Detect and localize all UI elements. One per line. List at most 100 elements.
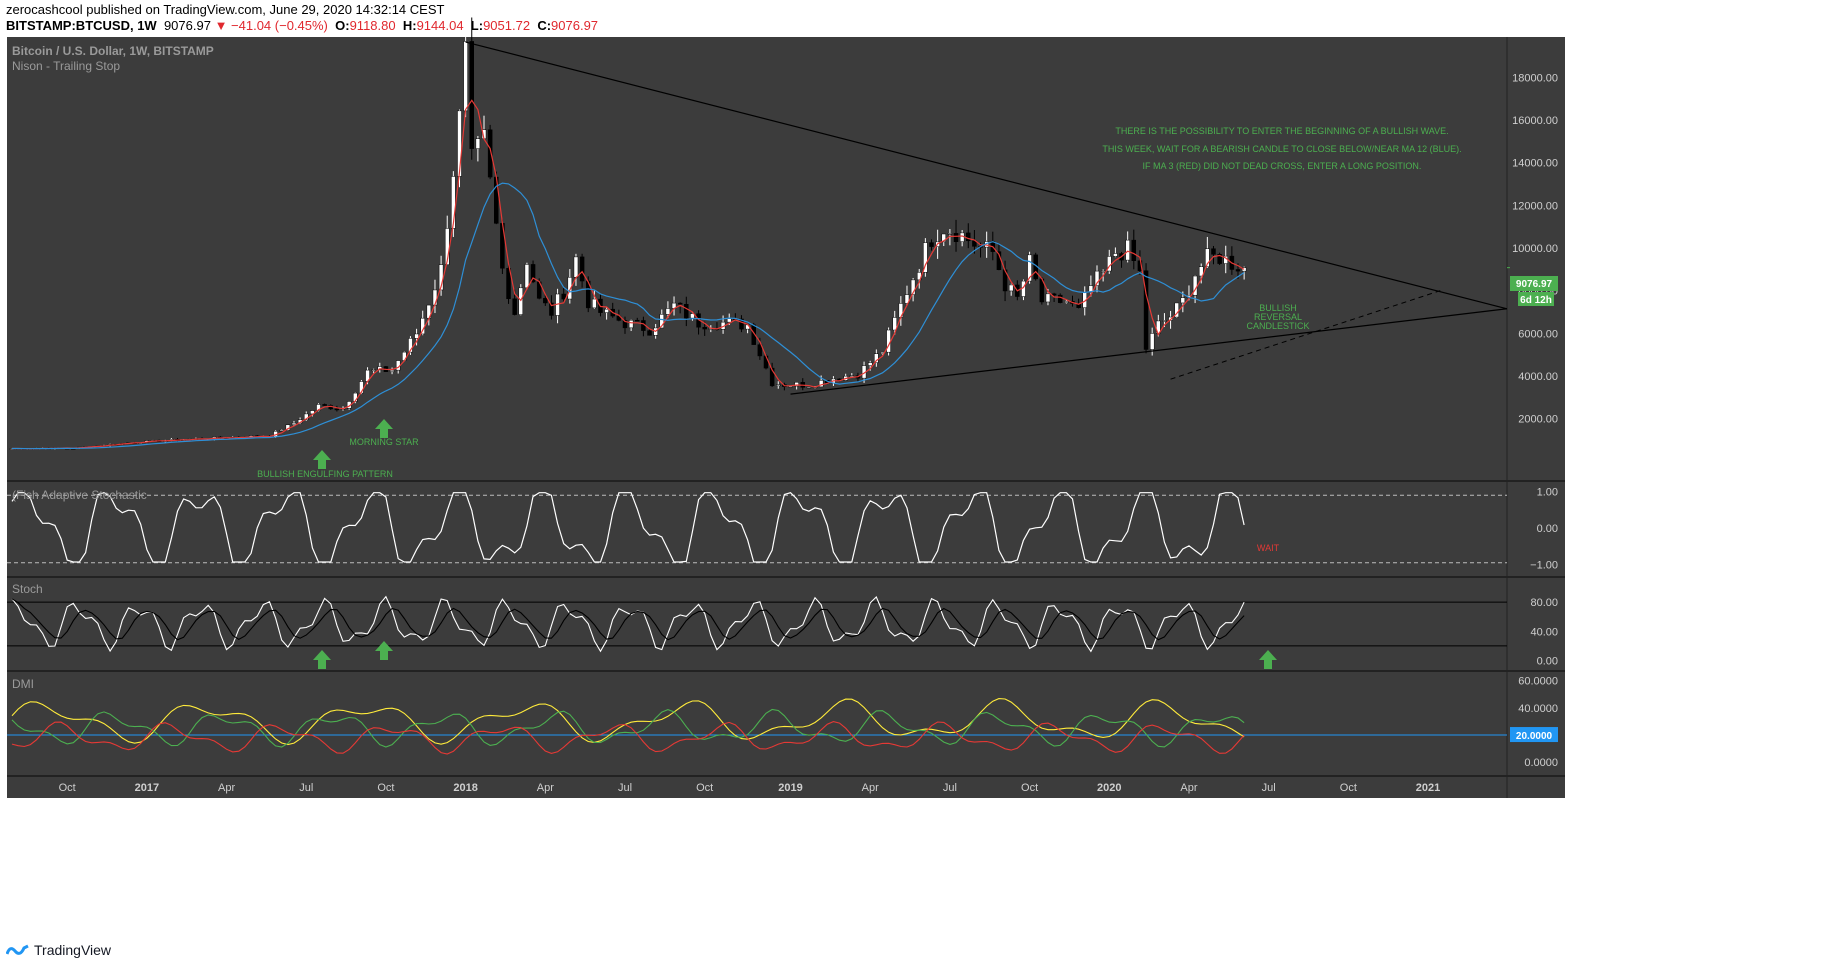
countdown-badge	[1518, 292, 1554, 306]
dashed-trendline	[1170, 290, 1441, 380]
candle-body	[849, 375, 855, 377]
candle-body	[334, 408, 340, 411]
up-arrow-icon	[313, 650, 331, 669]
time-axis-label: Oct	[1021, 782, 1038, 794]
time-axis-label: Apr	[218, 782, 235, 794]
candle-body	[604, 308, 609, 313]
high-key: H:	[402, 18, 417, 33]
candle-body	[684, 303, 689, 319]
time-axis-label: Jul	[618, 782, 632, 794]
candle-body	[1131, 239, 1137, 261]
high-value: 9144.04	[416, 18, 464, 33]
candle-body	[371, 369, 376, 372]
candle-body	[1076, 303, 1081, 308]
candle-body	[867, 362, 873, 366]
fish-title: (Fish Adaptive Stochastic	[12, 488, 147, 502]
candle-body	[377, 366, 383, 371]
last-price-label: 9076.97	[1516, 279, 1553, 290]
candle-body	[1174, 302, 1179, 318]
candle-body	[923, 242, 928, 273]
chart-area[interactable]: Oct 2017 Apr Jul Oct 2018 Apr Jul Oct 2019 Apr Jul O…	[0, 0, 1828, 940]
close-value: 9076.97	[551, 18, 599, 33]
fish-line	[11, 492, 1245, 563]
candle-body	[487, 129, 493, 178]
candle-body	[806, 386, 812, 389]
candle-body	[1211, 248, 1216, 255]
candle-body	[1241, 267, 1247, 272]
indicator-title: Nison - Trailing Stop	[12, 59, 120, 73]
candle-body	[316, 404, 321, 411]
footer-brand-label: TradingView	[34, 942, 112, 958]
candle-body	[579, 256, 585, 282]
fish-axis-label: 1.00	[1537, 487, 1558, 499]
candle-body	[1217, 254, 1222, 264]
symbol-info-line: BITSTAMP:BTCUSD, 1W 9076.97 ▼ −41.04 (−0…	[6, 18, 598, 33]
countdown-label: 6d 12h	[1520, 295, 1552, 306]
candle-body	[665, 308, 671, 315]
candle-body	[1113, 253, 1118, 257]
ascending-trendline	[790, 308, 1508, 395]
candle-body	[910, 279, 916, 295]
candle-body	[408, 338, 413, 353]
candle-body	[1149, 333, 1155, 350]
candle-body	[1027, 254, 1032, 282]
dmi-axis-label: 40.0000	[1518, 703, 1558, 715]
time-axis-label: Jul	[1262, 782, 1276, 794]
open-key: O:	[335, 18, 350, 33]
candle-body	[1051, 293, 1057, 296]
candle-body	[1162, 320, 1167, 322]
stoch-axis-label: 80.00	[1530, 597, 1558, 609]
candle-body	[1100, 270, 1106, 273]
price-axis-label: 2000.00	[1518, 414, 1558, 426]
candle-body	[469, 41, 474, 149]
candle-body	[628, 319, 634, 329]
price-axis-label: 14000.00	[1512, 158, 1558, 170]
wait-label: WAIT	[1257, 543, 1280, 553]
low-value: 9051.72	[483, 18, 531, 33]
candle-body	[1094, 270, 1100, 286]
fish-axis-label: −1.00	[1530, 560, 1558, 572]
footer-brand[interactable]: TradingView	[6, 942, 111, 958]
candle-body	[1235, 269, 1241, 272]
candle-body	[776, 384, 781, 387]
time-axis-label: Jul	[943, 782, 957, 794]
candle-body	[690, 313, 695, 319]
annotation-text: THERE IS THE POSSIBILITY TO ENTER THE BE…	[1115, 126, 1448, 136]
pattern-label: CANDLESTICK	[1246, 321, 1309, 331]
candle-body	[959, 232, 965, 242]
ma3-line	[12, 99, 1245, 450]
price-axis-label: 4000.00	[1518, 371, 1558, 383]
annotation-text: THIS WEEK, WAIT FOR A BEARISH CANDLE TO …	[1102, 144, 1461, 154]
minus-di-line	[11, 721, 1245, 755]
pattern-label: REVERSAL	[1254, 312, 1302, 322]
open-value: 9118.80	[349, 18, 396, 33]
up-arrow-icon	[375, 641, 393, 660]
candle-body	[1064, 301, 1069, 303]
candle-body	[726, 318, 732, 323]
price-axis-label: 18000.00	[1512, 72, 1558, 84]
candle-body	[543, 298, 548, 304]
fish-axis-label: 0.00	[1537, 523, 1558, 535]
price-change: ▼ −41.04 (−0.45%)	[214, 18, 328, 33]
stoch-axis-label: 40.00	[1530, 626, 1558, 638]
dmi-title: DMI	[12, 677, 34, 691]
time-axis-label: 2017	[135, 782, 159, 794]
low-key: L:	[470, 18, 484, 33]
pattern-label: BULLISH	[1259, 303, 1297, 313]
candle-body	[794, 382, 799, 387]
candle-body	[769, 367, 775, 387]
candle-body	[635, 319, 640, 322]
candle-body	[1045, 293, 1051, 303]
time-axis-label: Apr	[537, 782, 554, 794]
annotation-text: IF MA 3 (RED) DID NOT DEAD CROSS, ENTER …	[1143, 161, 1422, 171]
up-arrow-icon	[313, 450, 331, 469]
tradingview-logo-icon	[6, 944, 29, 955]
candle-body	[389, 369, 395, 372]
symbol-name: BITSTAMP:BTCUSD, 1W	[6, 18, 157, 33]
candle-body	[622, 320, 628, 329]
candle-body	[1205, 248, 1210, 267]
stoch-k-line	[11, 595, 1245, 653]
price-axis-label: 6000.00	[1518, 328, 1558, 340]
candle-body	[414, 333, 419, 339]
candle-body	[972, 240, 977, 247]
